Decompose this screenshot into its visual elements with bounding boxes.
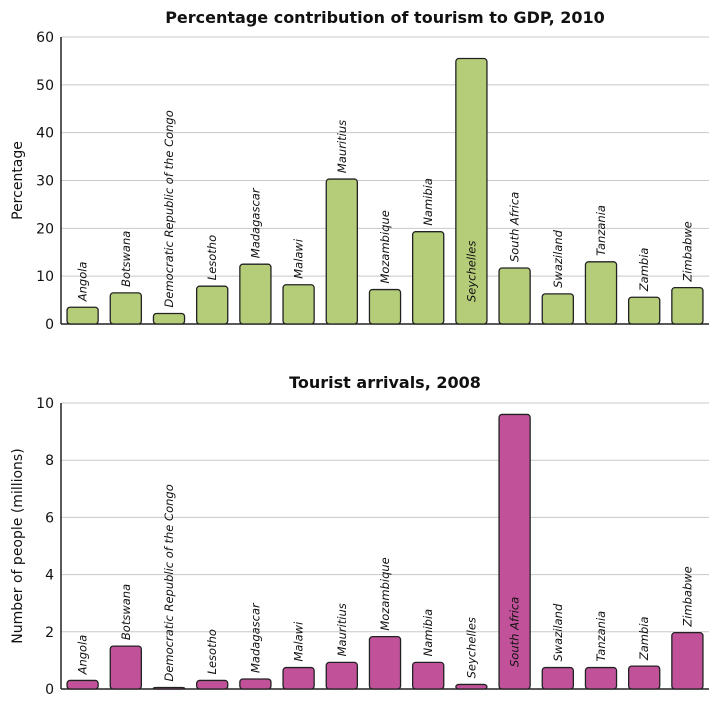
bar-madagascar bbox=[239, 678, 272, 690]
bar-botswana bbox=[109, 292, 143, 325]
category-label: Malawi bbox=[292, 621, 306, 662]
bar-mozambique bbox=[368, 636, 402, 690]
category-label: Botswana bbox=[119, 231, 133, 287]
y-tick-label: 10 bbox=[36, 396, 54, 412]
bar-malawi bbox=[282, 284, 315, 325]
category-label: Zambia bbox=[637, 616, 651, 661]
bar-botswana bbox=[109, 645, 143, 690]
category-label: Seychelles bbox=[464, 617, 478, 678]
y-tick-label: 8 bbox=[45, 453, 54, 469]
chart-2: Tourist arrivals, 2008 Number of people (… bbox=[10, 373, 709, 698]
category-label: Mauritius bbox=[335, 603, 349, 656]
category-label: Madagascar bbox=[248, 187, 262, 258]
y-tick-label: 2 bbox=[45, 625, 54, 641]
bar-zimbabwe bbox=[671, 286, 704, 325]
y-tick-label: 60 bbox=[36, 30, 54, 46]
y-tick-label: 20 bbox=[36, 221, 54, 237]
bar-south-africa bbox=[498, 413, 531, 690]
bar-mauritius bbox=[325, 661, 359, 690]
chart-title: Tourist arrivals, 2008 bbox=[289, 373, 481, 392]
category-label: Lesotho bbox=[205, 235, 219, 280]
bar-namibia bbox=[411, 231, 445, 325]
y-tick-label: 30 bbox=[36, 174, 54, 190]
bar-zambia bbox=[627, 296, 661, 325]
category-label: Seychelles bbox=[464, 241, 478, 302]
bar-swaziland bbox=[541, 293, 575, 325]
y-tick-label: 0 bbox=[45, 682, 54, 698]
category-label: Angola bbox=[76, 635, 90, 676]
y-tick-label: 0 bbox=[45, 317, 54, 333]
category-label: Zambia bbox=[637, 248, 651, 293]
bar-zambia bbox=[627, 665, 661, 690]
category-label: South Africa bbox=[508, 597, 522, 667]
y-axis-label: Percentage bbox=[10, 141, 26, 220]
category-label: Zimbabwe bbox=[680, 566, 694, 627]
category-label: South Africa bbox=[508, 192, 522, 262]
bar-angola bbox=[66, 679, 99, 690]
category-label: Botswana bbox=[119, 584, 133, 640]
y-axis-label: Number of people (millions) bbox=[10, 448, 26, 643]
bar-south-africa bbox=[498, 267, 531, 325]
category-label: Mozambique bbox=[378, 210, 392, 283]
category-label: Malawi bbox=[292, 238, 306, 279]
bar-democratic-republic-of-the-congo bbox=[152, 686, 186, 690]
category-label: Democratic Republic of the Congo bbox=[162, 110, 176, 307]
category-label: Tanzania bbox=[594, 205, 608, 256]
y-tick-label: 10 bbox=[36, 269, 54, 285]
bar-seychelles bbox=[455, 57, 488, 325]
y-tick-label: 50 bbox=[36, 78, 54, 94]
bar-lesotho bbox=[195, 679, 229, 690]
bar-mozambique bbox=[368, 288, 402, 325]
category-label: Swaziland bbox=[551, 229, 565, 288]
category-label: Angola bbox=[76, 262, 90, 303]
y-tick-label: 4 bbox=[45, 568, 54, 584]
y-tick-label: 6 bbox=[45, 510, 54, 526]
bar-mauritius bbox=[325, 178, 359, 325]
category-label: Swaziland bbox=[551, 603, 565, 662]
y-tick-label: 40 bbox=[36, 126, 54, 142]
chart-title: Percentage contribution of tourism to GD… bbox=[165, 8, 605, 27]
bar-malawi bbox=[282, 666, 315, 690]
category-label: Democratic Republic of the Congo bbox=[162, 484, 176, 681]
bar-zimbabwe bbox=[671, 632, 704, 690]
bar-namibia bbox=[411, 661, 445, 690]
bar-swaziland bbox=[541, 666, 575, 690]
bar-democratic-republic-of-the-congo bbox=[152, 312, 186, 325]
bar-seychelles bbox=[455, 683, 488, 690]
bar-tanzania bbox=[584, 261, 618, 325]
category-label: Madagascar bbox=[248, 602, 262, 673]
category-label: Tanzania bbox=[594, 611, 608, 662]
category-label: Mauritius bbox=[335, 120, 349, 173]
chart-1: Percentage contribution of tourism to GD… bbox=[10, 8, 709, 333]
category-label: Namibia bbox=[421, 609, 435, 657]
bar-tanzania bbox=[584, 666, 618, 690]
category-label: Namibia bbox=[421, 178, 435, 226]
bar-madagascar bbox=[239, 263, 272, 325]
category-label: Mozambique bbox=[378, 557, 392, 630]
bar-lesotho bbox=[195, 285, 229, 325]
bar-angola bbox=[66, 306, 99, 325]
category-label: Zimbabwe bbox=[680, 221, 694, 282]
category-label: Lesotho bbox=[205, 629, 219, 674]
